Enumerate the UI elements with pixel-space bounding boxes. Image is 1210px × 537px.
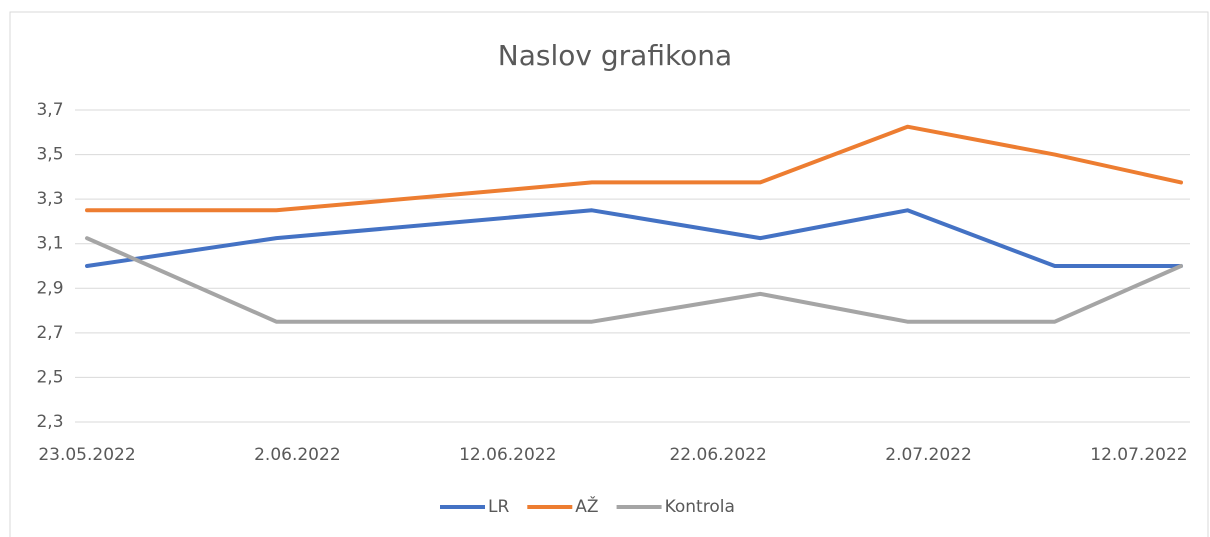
x-tick-label: 12.06.2022 bbox=[459, 445, 556, 465]
legend-label: Kontrola bbox=[665, 497, 735, 517]
chart-title: Naslov grafikona bbox=[498, 39, 732, 72]
series-line bbox=[85, 208, 1183, 268]
y-tick-label: 3,3 bbox=[36, 189, 63, 209]
chart-frame bbox=[9, 11, 1209, 537]
y-tick-label: 2,7 bbox=[36, 323, 63, 343]
legend-label: AŽ bbox=[575, 495, 598, 517]
x-tick-label: 22.06.2022 bbox=[669, 445, 766, 465]
series-line bbox=[85, 124, 1183, 213]
x-tick-label: 2.06.2022 bbox=[254, 445, 341, 465]
y-tick-label: 3,5 bbox=[36, 145, 63, 165]
x-tick-label: 12.07.2022 bbox=[1090, 445, 1187, 465]
y-tick-label: 3,7 bbox=[36, 100, 63, 120]
y-tick-label: 2,3 bbox=[36, 412, 63, 432]
x-tick-label: 2.07.2022 bbox=[885, 445, 972, 465]
y-tick-label: 3,1 bbox=[36, 234, 63, 254]
y-tick-label: 2,5 bbox=[36, 367, 63, 387]
legend-label: LR bbox=[488, 497, 509, 517]
x-tick-label: 23.05.2022 bbox=[38, 445, 135, 465]
series-line bbox=[85, 236, 1183, 324]
y-tick-label: 2,9 bbox=[36, 278, 63, 298]
